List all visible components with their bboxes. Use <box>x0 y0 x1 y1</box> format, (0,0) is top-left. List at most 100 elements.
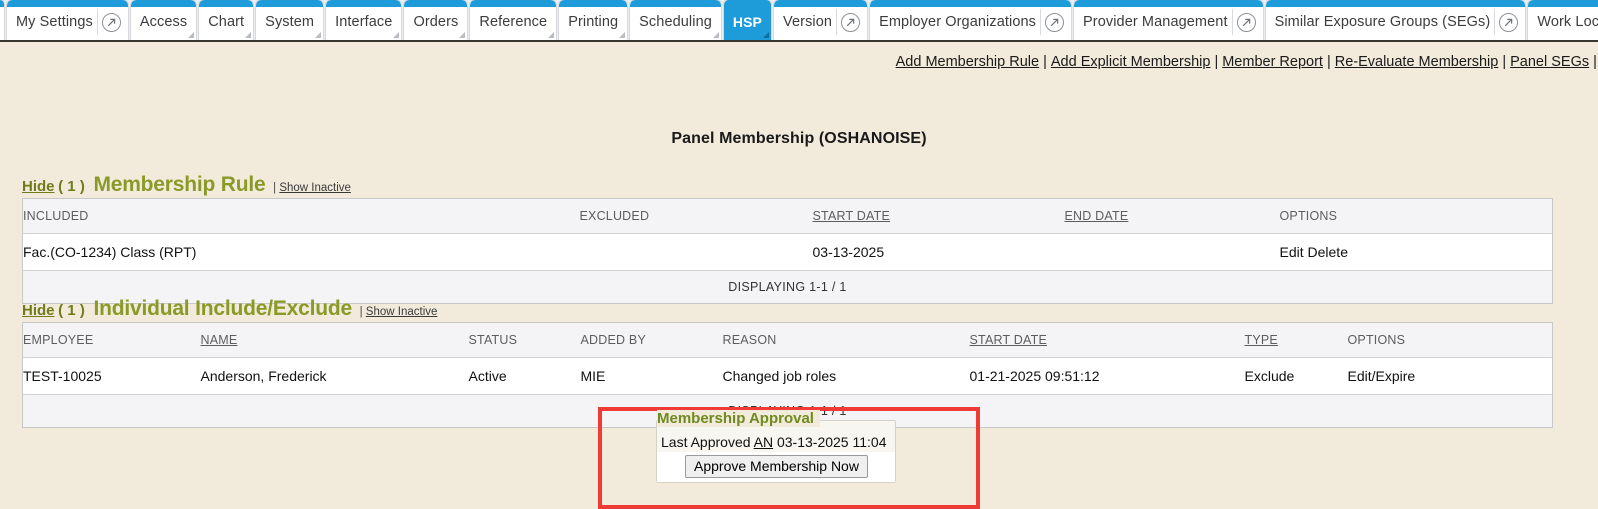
cell-options[interactable]: Edit/Expire <box>1347 357 1553 395</box>
main-tab-bar: My Settings Access Chart System Interface Ord… <box>0 0 1598 42</box>
action-link-add-explicit-membership[interactable]: Add Explicit Membership <box>1050 54 1211 70</box>
column-header-label: TYPE <box>1244 333 1278 347</box>
tab-label: HSP <box>732 14 762 30</box>
tab-scheduling[interactable]: Scheduling <box>630 0 721 40</box>
column-header-end-date[interactable]: END DATE <box>1064 198 1280 234</box>
individual-section-header: Hide ( 1 ) Individual Include/Exclude | … <box>22 297 1552 322</box>
link-separator: | <box>1326 54 1331 70</box>
table-row: Fac.(CO-1234) Class (RPT) 03-13-2025 Edit … <box>22 233 1553 271</box>
pipe-separator: | <box>273 182 277 194</box>
cell-name: Anderson, Frederick <box>200 357 469 395</box>
tab-label: My Settings <box>16 14 93 30</box>
column-header-label: ADDED BY <box>580 333 647 347</box>
tab-label: Access <box>139 14 188 30</box>
tab-similar-exposure-groups-segs[interactable]: Similar Exposure Groups (SEGs) <box>1265 0 1526 40</box>
external-link-icon[interactable] <box>836 9 861 35</box>
cell-excluded <box>579 233 813 271</box>
action-link-re-evaluate-membership[interactable]: Re-Evaluate Membership <box>1334 54 1499 70</box>
tab-label: Similar Exposure Groups (SEGs) <box>1274 14 1491 30</box>
tab-employer-organizations[interactable]: Employer Organizations <box>870 0 1072 40</box>
column-header-start-date[interactable]: START DATE <box>812 198 1065 234</box>
tab-label: Printing <box>568 14 619 30</box>
membership-rule-show-inactive-link[interactable]: Show Inactive <box>279 182 351 194</box>
cell-end-date <box>1064 233 1280 271</box>
membership-rule-hide-count[interactable]: ( 1 ) <box>58 178 85 195</box>
external-link-icon[interactable] <box>1040 9 1065 35</box>
last-approved-by[interactable]: AN <box>753 434 774 450</box>
page-title: Panel Membership (OSHANOISE) <box>671 130 927 147</box>
section-divider-line <box>22 321 1552 322</box>
action-links-bar: Add Membership Rule | Add Explicit Members… <box>896 54 1598 70</box>
individual-title: Individual Include/Exclude <box>93 297 352 320</box>
tab-chart[interactable]: Chart <box>199 0 254 40</box>
column-header-label: EXCLUDED <box>579 209 650 223</box>
section-divider-line <box>22 197 1552 198</box>
tab-hsp[interactable]: HSP <box>723 0 771 40</box>
membership-rule-hide-link[interactable]: Hide <box>22 178 55 195</box>
cell-type: Exclude <box>1244 357 1348 395</box>
pipe-separator: | <box>359 306 363 318</box>
tab-my-settings[interactable]: My Settings <box>7 0 128 40</box>
tab-label: Interface <box>335 14 393 30</box>
action-link-member-report[interactable]: Member Report <box>1222 54 1323 70</box>
tab-corner-icon <box>188 32 195 38</box>
tab-corner-icon <box>393 32 400 38</box>
external-link-icon[interactable] <box>1494 9 1519 35</box>
approve-button-row: Approve Membership Now <box>657 452 895 482</box>
individual-hide-count[interactable]: ( 1 ) <box>58 302 85 319</box>
tab-label: Work Locations <box>1537 14 1598 30</box>
column-header-options: OPTIONS <box>1279 198 1553 234</box>
membership-approval-panel: Membership Approval Last Approved AN 03-… <box>656 410 896 483</box>
membership-approval-legend: Membership Approval <box>657 410 820 427</box>
membership-rule-section: Hide ( 1 ) Membership Rule | Show Inacti… <box>22 173 1553 304</box>
column-header-added-by: ADDED BY <box>580 322 723 358</box>
column-header-label: OPTIONS <box>1279 209 1338 223</box>
action-link-add-membership-rule[interactable]: Add Membership Rule <box>895 54 1040 70</box>
column-header-label: START DATE <box>969 333 1047 347</box>
column-header-options: OPTIONS <box>1347 322 1553 358</box>
link-separator: | <box>1214 54 1219 70</box>
tab-corner-icon <box>548 32 555 38</box>
column-header-label: EMPLOYEE <box>23 333 94 347</box>
external-link-icon[interactable] <box>96 9 121 35</box>
column-header-start-date[interactable]: START DATE <box>969 322 1245 358</box>
tab-partial-left[interactable] <box>0 0 4 40</box>
column-header-reason: REASON <box>722 322 970 358</box>
column-header-type[interactable]: TYPE <box>1244 322 1348 358</box>
cell-added-by: MIE <box>580 357 723 395</box>
cell-start-date: 03-13-2025 <box>812 233 1065 271</box>
tab-version[interactable]: Version <box>774 0 868 40</box>
tab-reference[interactable]: Reference <box>470 0 557 40</box>
column-header-excluded: EXCLUDED <box>579 198 813 234</box>
approve-membership-now-button[interactable]: Approve Membership Now <box>685 455 868 478</box>
cell-options[interactable]: Edit Delete <box>1279 233 1553 271</box>
link-separator: | <box>1043 54 1047 70</box>
individual-hide-link[interactable]: Hide <box>22 302 55 319</box>
tab-provider-management[interactable]: Provider Management <box>1074 0 1263 40</box>
tab-interface[interactable]: Interface <box>326 0 402 40</box>
tab-label: Reference <box>479 14 548 30</box>
cell-start-date: 01-21-2025 09:51:12 <box>969 357 1245 395</box>
tab-printing[interactable]: Printing <box>559 0 628 40</box>
tab-system[interactable]: System <box>256 0 324 40</box>
membership-rule-table: INCLUDED EXCLUDED START DATE END DATE OPTION… <box>22 198 1553 304</box>
column-header-name[interactable]: NAME <box>200 322 469 358</box>
cell-employee: TEST-10025 <box>22 357 201 395</box>
tab-label: System <box>265 14 315 30</box>
individual-show-inactive-wrap: | Show Inactive <box>360 306 438 318</box>
action-link-panel-segs[interactable]: Panel SEGs <box>1510 54 1590 70</box>
cell-reason: Changed job roles <box>722 357 970 395</box>
membership-rule-section-header: Hide ( 1 ) Membership Rule | Show Inacti… <box>22 173 1552 198</box>
external-link-icon[interactable] <box>1231 9 1256 35</box>
column-header-label: STATUS <box>468 333 518 347</box>
tab-orders[interactable]: Orders <box>404 0 468 40</box>
column-header-included: INCLUDED <box>22 198 580 234</box>
table-row: TEST-10025 Anderson, Frederick Active MIE Ch… <box>22 357 1553 395</box>
individual-show-inactive-link[interactable]: Show Inactive <box>365 306 438 318</box>
tab-label: Version <box>783 14 833 30</box>
tab-access[interactable]: Access <box>130 0 197 40</box>
tab-work-locations[interactable]: Work Locations <box>1528 0 1598 40</box>
link-separator: | <box>1593 54 1597 70</box>
column-header-label: START DATE <box>812 209 890 223</box>
cell-included: Fac.(CO-1234) Class (RPT) <box>22 233 580 271</box>
